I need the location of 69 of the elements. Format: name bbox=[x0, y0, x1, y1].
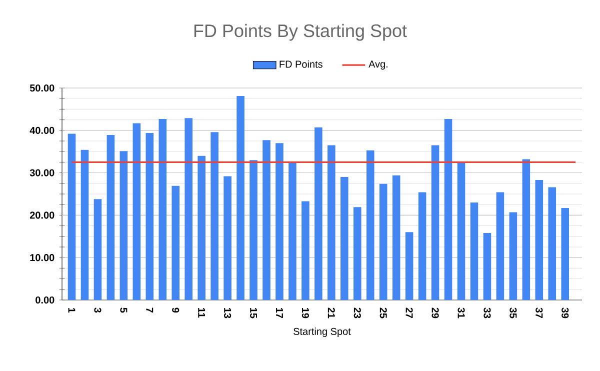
x-tick-label: 1 bbox=[68, 308, 76, 313]
bar bbox=[146, 132, 154, 300]
bar bbox=[405, 232, 414, 300]
bar bbox=[496, 192, 504, 300]
bar bbox=[431, 145, 440, 300]
bar bbox=[68, 134, 76, 300]
x-tick-label: 5 bbox=[120, 308, 128, 313]
y-tick-label: 10.00 bbox=[30, 254, 54, 262]
bar bbox=[535, 180, 544, 300]
y-tick-label: 50.00 bbox=[30, 84, 54, 92]
y-tick-label: 30.00 bbox=[30, 169, 54, 176]
bar bbox=[314, 127, 322, 300]
bar bbox=[366, 150, 374, 300]
bar bbox=[509, 212, 518, 300]
x-tick-label: 15 bbox=[250, 308, 258, 318]
bar bbox=[94, 199, 102, 300]
bar bbox=[210, 132, 218, 300]
y-tick-label: 20.00 bbox=[30, 212, 54, 219]
bar bbox=[379, 184, 388, 300]
x-tick-label: 29 bbox=[432, 308, 439, 318]
x-tick-label: 39 bbox=[562, 308, 569, 318]
bar bbox=[120, 151, 128, 300]
x-tick-label: 23 bbox=[354, 308, 361, 318]
bar bbox=[457, 163, 466, 300]
legend-label: Avg. bbox=[368, 60, 388, 70]
x-axis-title: Starting Spot bbox=[294, 328, 351, 337]
bar bbox=[340, 177, 348, 300]
x-tick-label: 9 bbox=[172, 308, 180, 313]
x-tick-label: 17 bbox=[276, 308, 283, 318]
x-tick-label: 19 bbox=[302, 308, 309, 318]
x-tick-label: 13 bbox=[224, 308, 232, 318]
bar bbox=[80, 150, 89, 300]
bar bbox=[132, 123, 141, 300]
x-tick-label: 21 bbox=[328, 308, 335, 318]
bar bbox=[198, 156, 206, 300]
bar bbox=[288, 162, 296, 300]
bar bbox=[548, 187, 556, 300]
x-tick-label: 35 bbox=[510, 308, 517, 318]
bar bbox=[106, 135, 115, 300]
x-tick-label: 33 bbox=[484, 308, 491, 318]
bar bbox=[392, 175, 400, 300]
bar bbox=[158, 118, 167, 300]
bar bbox=[172, 186, 180, 300]
bar bbox=[224, 176, 232, 300]
x-tick-label: 7 bbox=[146, 308, 154, 312]
x-tick-label: 31 bbox=[458, 308, 465, 318]
bar bbox=[236, 96, 244, 300]
bar bbox=[262, 140, 270, 300]
bar bbox=[470, 202, 478, 300]
bar bbox=[444, 118, 452, 300]
bar bbox=[184, 118, 192, 300]
bar bbox=[418, 192, 426, 300]
bar bbox=[522, 159, 530, 300]
x-tick-label: 11 bbox=[198, 308, 206, 318]
bar bbox=[353, 207, 362, 300]
bar bbox=[561, 208, 570, 300]
legend-label: FD Points bbox=[280, 60, 322, 68]
bar bbox=[276, 143, 284, 300]
x-tick-label: 25 bbox=[380, 308, 387, 318]
y-tick-label: 0.00 bbox=[36, 296, 54, 304]
x-tick-label: 27 bbox=[406, 308, 413, 318]
chart-title: FD Points By Starting Spot bbox=[194, 24, 407, 41]
bar bbox=[328, 145, 336, 300]
x-tick-label: 3 bbox=[94, 308, 102, 313]
x-tick-label: 37 bbox=[536, 308, 543, 318]
y-tick-label: 40.00 bbox=[30, 126, 54, 134]
bar bbox=[302, 201, 310, 300]
bar bbox=[483, 232, 492, 300]
bar bbox=[250, 160, 258, 300]
